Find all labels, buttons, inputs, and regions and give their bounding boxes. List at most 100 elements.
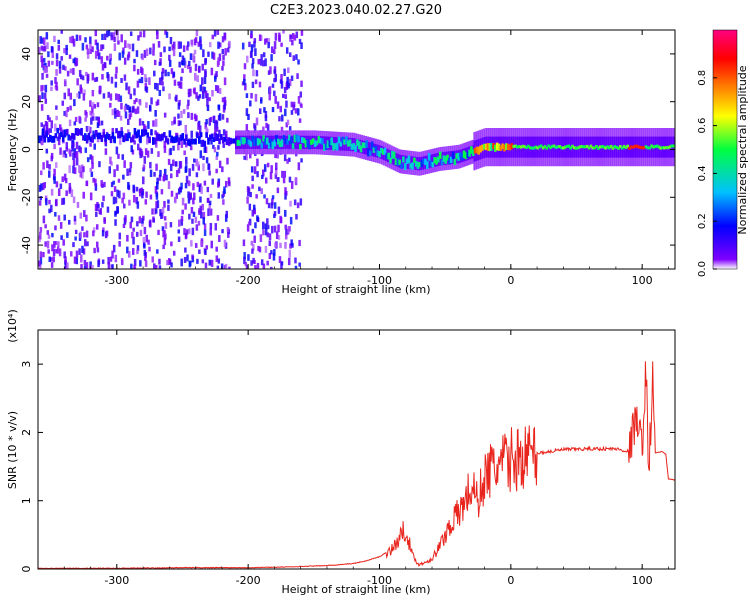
spectrogram-cell (223, 189, 226, 195)
spectrogram-cell (94, 77, 97, 83)
spectrogram-cell (260, 135, 263, 149)
spectrogram-cell (101, 33, 104, 41)
spectrogram-cell (282, 30, 285, 34)
spectrogram-cell (258, 186, 261, 192)
spectrogram-cell (280, 74, 283, 82)
spectrogram-cell (262, 135, 265, 142)
spectrogram-cell (144, 82, 148, 91)
spectrogram-cell (47, 234, 51, 239)
spectrogram-cell (94, 203, 98, 212)
spectrogram-cell (258, 108, 262, 115)
spectrogram-cell (55, 181, 59, 188)
spectrogram-cell (40, 45, 44, 51)
spectrogram-cell (144, 129, 148, 136)
spectrogram-cell (571, 144, 574, 148)
spectrogram-cell (194, 138, 197, 145)
spectrogram-cell (44, 84, 48, 93)
spectrogram-cell (180, 258, 183, 267)
spectrogram-cell (444, 156, 447, 164)
spectrogram-cell (155, 201, 158, 209)
spectrogram-cell (58, 124, 62, 131)
spectrogram-cell (43, 92, 47, 99)
spectrogram-cell (165, 31, 169, 38)
spectrogram-cell (253, 166, 257, 174)
spectrogram-cell (389, 157, 392, 164)
spectrogram-cell (91, 72, 95, 81)
spectrogram-cell (424, 158, 427, 166)
spectrogram-cell (149, 47, 152, 55)
spectrogram-cell (204, 57, 208, 64)
spectrogram-cell (199, 39, 202, 46)
spectrogram-cell (402, 156, 405, 163)
spectrogram-cell (214, 223, 218, 231)
spectrogram-cell (213, 30, 217, 37)
spectrogram-cell (113, 43, 117, 52)
spectrogram-cell (63, 214, 66, 221)
spectrogram-cell (91, 264, 94, 269)
spectrogram-cell (60, 30, 63, 34)
spectrogram-cell (49, 128, 52, 133)
spectrogram-cell (91, 134, 94, 143)
spectrogram-cell (367, 148, 370, 157)
spectrogram-cell (184, 183, 188, 189)
spectrogram-cell (278, 140, 282, 148)
spectrogram-cell (114, 254, 118, 263)
spectrogram-cell (112, 196, 116, 205)
spectrogram-cell (290, 110, 294, 115)
spectrogram-cell (78, 91, 81, 99)
spectrogram-cell (315, 140, 319, 146)
spectrogram-cell (270, 165, 273, 173)
spectrogram-cell (392, 151, 396, 159)
spectrogram-cell (118, 190, 121, 199)
spectrogram-cell (112, 32, 116, 40)
spectrogram-cell (75, 257, 79, 265)
spectrogram-cell (648, 146, 652, 150)
spectrogram-cell (118, 130, 122, 139)
spectrogram-cell (163, 145, 167, 153)
spectrogram-cell (250, 51, 253, 58)
spectrogram-cell (266, 137, 269, 145)
spectrogram-cell (617, 146, 620, 150)
spectrogram-cell (281, 114, 284, 122)
spectrogram-cell (177, 229, 180, 234)
spectrogram-cell (76, 201, 80, 208)
snr-x-axis-label: Height of straight line (km) (281, 583, 430, 596)
spectrogram-cell (150, 148, 154, 154)
spectrogram-cell (61, 135, 65, 142)
spectrogram-cell (197, 122, 200, 130)
spectrogram-cell (281, 170, 284, 178)
spectrogram-cell (78, 165, 81, 173)
spectrogram-cell (143, 49, 147, 58)
spectrogram-cell (260, 54, 263, 60)
spectrogram-cell (72, 58, 75, 64)
spectrogram-cell (177, 113, 180, 119)
spectrogram-cell (104, 139, 107, 145)
spectrogram-cell (86, 241, 89, 247)
spectrogram-cell (202, 155, 205, 160)
spectrogram-cell (221, 48, 225, 55)
spectrogram-cell (278, 256, 282, 263)
spectrogram-cell (492, 142, 495, 150)
spectrogram-cell (52, 248, 56, 257)
colorbar-gradient (712, 29, 738, 270)
spectrogram-cell (129, 162, 133, 169)
spectrogram-cell (473, 148, 477, 154)
spectrogram-cell (60, 235, 63, 240)
spectrogram-cell (477, 146, 481, 155)
spectrogram-cell (180, 218, 184, 226)
spectrogram-cell (143, 156, 147, 164)
spectrogram-cell (242, 137, 245, 145)
spectrogram-cell (259, 59, 263, 66)
spectrogram-cell (413, 157, 416, 163)
spectrogram-cell (251, 135, 254, 143)
spectrogram-cell (161, 81, 164, 86)
spectrogram-cell (196, 75, 199, 83)
spectrogram-cell (92, 177, 95, 183)
spectrogram-cell (249, 191, 252, 198)
spectrogram-cell (55, 249, 58, 254)
spectrogram-cell (376, 150, 379, 156)
spectrogram-cell (83, 89, 86, 95)
spectrogram-cell (125, 82, 128, 91)
spectrogram-cell (133, 88, 136, 96)
spectrogram-cell (175, 192, 179, 199)
